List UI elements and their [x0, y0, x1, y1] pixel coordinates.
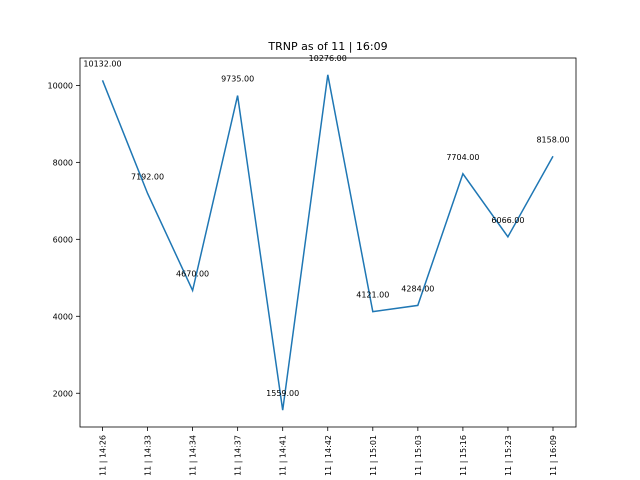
data-label: 1559.00 [266, 389, 299, 398]
data-label: 9735.00 [221, 75, 254, 84]
x-tick-label: 11 | 16:09 [549, 435, 558, 476]
y-tick-label: 10000 [48, 81, 73, 90]
y-tick-label: 2000 [53, 389, 73, 398]
data-label: 4284.00 [401, 284, 434, 293]
x-axis: 11 | 14:26 11 | 14:33 11 | 14:34 11 | 14:37… [99, 427, 558, 476]
x-tick-label: 11 | 15:23 [504, 435, 513, 476]
x-tick-label: 11 | 14:26 [99, 435, 108, 476]
data-label: 7192.00 [131, 172, 164, 181]
data-label: 10276.00 [309, 54, 347, 63]
x-tick-label: 11 | 14:34 [189, 435, 198, 476]
x-tick-label: 11 | 14:33 [144, 435, 153, 476]
x-tick-label: 11 | 15:01 [369, 435, 378, 476]
y-tick-label: 4000 [53, 312, 73, 321]
x-tick-label: 11 | 14:42 [324, 435, 333, 476]
y-tick-label: 8000 [53, 158, 73, 167]
x-tick-label: 11 | 14:41 [279, 435, 288, 476]
y-axis: 2000 4000 6000 8000 10000 [48, 81, 80, 398]
data-label: 8158.00 [536, 135, 569, 144]
data-label: 4121.00 [356, 291, 389, 300]
chart-title: TRNP as of 11 | 16:09 [267, 40, 387, 53]
series-line [101, 74, 554, 411]
data-label: 4670.00 [176, 270, 209, 279]
data-labels: 10132.00 7192.00 4670.00 9735.00 1559.00 1027… [83, 54, 569, 398]
data-label: 6066.00 [491, 216, 524, 225]
x-tick-label: 11 | 15:16 [459, 435, 468, 476]
data-label: 7704.00 [446, 153, 479, 162]
x-tick-label: 11 | 15:03 [414, 435, 423, 476]
y-tick-label: 6000 [53, 235, 73, 244]
x-tick-label: 11 | 14:37 [234, 435, 243, 476]
plot-area [79, 57, 577, 428]
data-label: 10132.00 [83, 59, 121, 68]
